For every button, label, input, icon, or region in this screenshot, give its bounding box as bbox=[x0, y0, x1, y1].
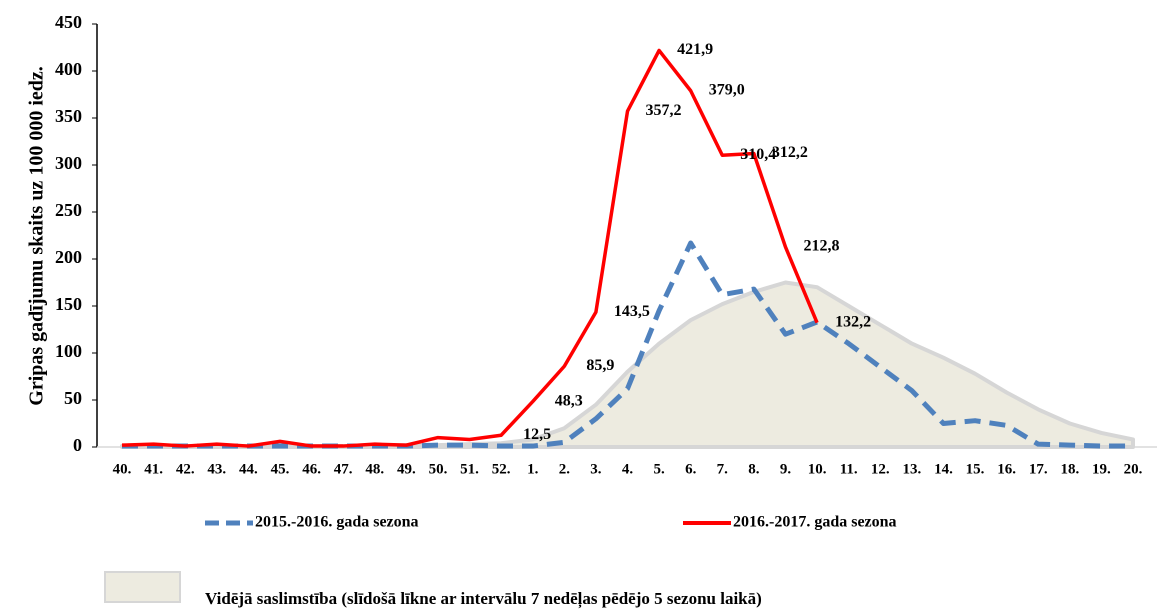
value-label: 85,9 bbox=[586, 357, 614, 374]
y-tick-label: 300 bbox=[55, 153, 82, 173]
legend-label: 2016.-2017. gada sezona bbox=[733, 514, 897, 531]
x-tick-label: 40. bbox=[113, 461, 132, 477]
legend-swatch bbox=[104, 571, 181, 603]
y-tick-label: 400 bbox=[55, 59, 82, 79]
x-tick-label: 15. bbox=[966, 461, 985, 477]
x-tick-label: 3. bbox=[590, 461, 602, 477]
legend-label: 2015.-2016. gada sezona bbox=[255, 514, 419, 531]
x-tick-label: 6. bbox=[685, 461, 697, 477]
x-tick-label: 11. bbox=[840, 461, 858, 477]
x-tick-label: 52. bbox=[492, 461, 511, 477]
value-label: 12,5 bbox=[523, 426, 551, 443]
dashed-line bbox=[122, 240, 1133, 449]
y-tick-label: 50 bbox=[64, 388, 82, 408]
x-tick-label: 49. bbox=[397, 461, 416, 477]
value-label: 132,2 bbox=[835, 313, 871, 330]
x-tick-label: 41. bbox=[144, 461, 163, 477]
legend-label: Vidējā saslimstība (slīdošā līkne ar int… bbox=[205, 589, 762, 609]
y-tick-label: 100 bbox=[55, 341, 82, 361]
x-tick-label: 42. bbox=[176, 461, 195, 477]
x-tick-label: 10. bbox=[808, 461, 827, 477]
value-label: 379,0 bbox=[709, 81, 745, 98]
value-label: 212,8 bbox=[803, 238, 839, 255]
x-tick-label: 7. bbox=[717, 461, 729, 477]
solid-line bbox=[121, 48, 819, 448]
value-label: 143,5 bbox=[614, 303, 650, 320]
x-tick-label: 4. bbox=[622, 461, 634, 477]
x-tick-label: 50. bbox=[429, 461, 448, 477]
value-label: 312,2 bbox=[772, 144, 808, 161]
y-tick-label: 250 bbox=[55, 200, 82, 220]
value-label: 357,2 bbox=[646, 102, 682, 119]
x-tick-label: 17. bbox=[1029, 461, 1048, 477]
value-label: 48,3 bbox=[555, 392, 583, 409]
value-label: 310,4 bbox=[740, 146, 776, 163]
x-tick-label: 12. bbox=[871, 461, 890, 477]
value-label: 421,9 bbox=[677, 41, 713, 58]
x-tick-label: 16. bbox=[997, 461, 1016, 477]
y-tick-label: 150 bbox=[55, 294, 82, 314]
x-tick-label: 43. bbox=[207, 461, 226, 477]
x-tick-label: 46. bbox=[302, 461, 321, 477]
x-tick-label: 47. bbox=[334, 461, 353, 477]
y-axis-label: Gripas gadījumu skaits uz 100 000 iedz. bbox=[26, 66, 48, 405]
x-tick-label: 18. bbox=[1060, 461, 1079, 477]
x-tick-label: 14. bbox=[934, 461, 953, 477]
x-tick-label: 51. bbox=[460, 461, 479, 477]
x-tick-label: 13. bbox=[902, 461, 921, 477]
y-tick-label: 450 bbox=[55, 12, 82, 32]
x-tick-label: 44. bbox=[239, 461, 258, 477]
x-tick-label: 2. bbox=[559, 461, 571, 477]
x-tick-label: 1. bbox=[527, 461, 539, 477]
x-tick-label: 48. bbox=[365, 461, 384, 477]
x-tick-label: 8. bbox=[748, 461, 760, 477]
x-tick-label: 45. bbox=[271, 461, 290, 477]
y-tick-label: 350 bbox=[55, 106, 82, 126]
y-tick-label: 200 bbox=[55, 247, 82, 267]
y-tick-label: 0 bbox=[73, 435, 82, 455]
x-tick-label: 20. bbox=[1124, 461, 1143, 477]
x-tick-label: 5. bbox=[653, 461, 665, 477]
x-tick-label: 19. bbox=[1092, 461, 1111, 477]
x-tick-label: 9. bbox=[780, 461, 792, 477]
